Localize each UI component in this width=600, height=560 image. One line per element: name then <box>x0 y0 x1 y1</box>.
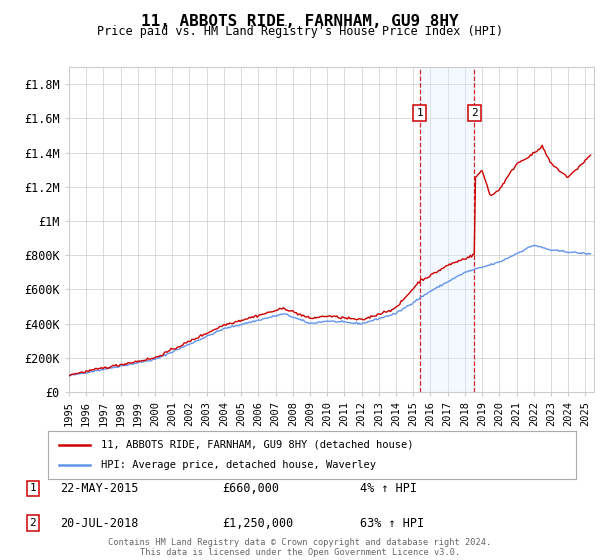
Text: 1: 1 <box>29 483 37 493</box>
Text: Contains HM Land Registry data © Crown copyright and database right 2024.
This d: Contains HM Land Registry data © Crown c… <box>109 538 491 557</box>
Bar <box>420 67 475 392</box>
Text: 11, ABBOTS RIDE, FARNHAM, GU9 8HY (detached house): 11, ABBOTS RIDE, FARNHAM, GU9 8HY (detac… <box>101 440 413 450</box>
Text: 4% ↑ HPI: 4% ↑ HPI <box>360 482 417 495</box>
Text: HPI: Average price, detached house, Waverley: HPI: Average price, detached house, Wave… <box>101 460 376 470</box>
Text: £660,000: £660,000 <box>222 482 279 495</box>
Text: 2: 2 <box>29 518 37 528</box>
Text: £1,250,000: £1,250,000 <box>222 516 293 530</box>
Text: 22-MAY-2015: 22-MAY-2015 <box>60 482 139 495</box>
Text: 20-JUL-2018: 20-JUL-2018 <box>60 516 139 530</box>
Text: 1: 1 <box>416 108 423 118</box>
Text: 63% ↑ HPI: 63% ↑ HPI <box>360 516 424 530</box>
Text: Price paid vs. HM Land Registry's House Price Index (HPI): Price paid vs. HM Land Registry's House … <box>97 25 503 38</box>
Text: 2: 2 <box>471 108 478 118</box>
Text: 11, ABBOTS RIDE, FARNHAM, GU9 8HY: 11, ABBOTS RIDE, FARNHAM, GU9 8HY <box>141 14 459 29</box>
